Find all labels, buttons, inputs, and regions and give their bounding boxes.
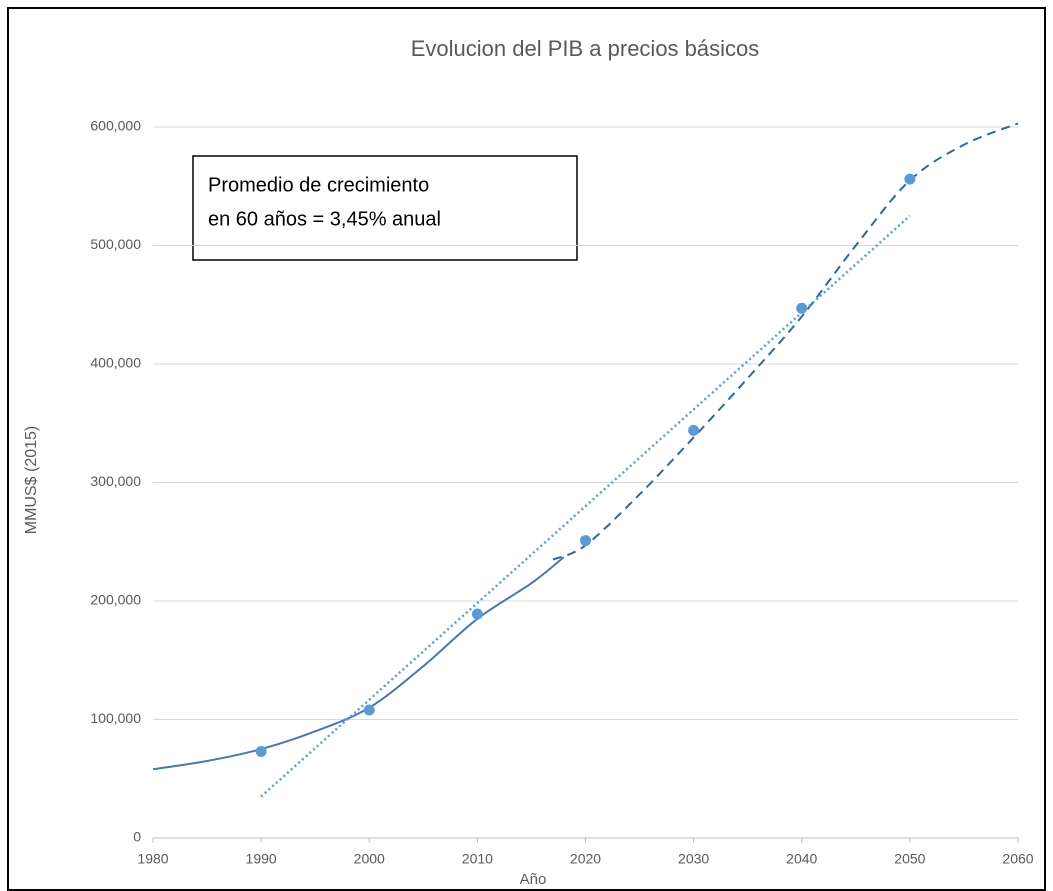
x-tick-label: 2020 bbox=[570, 851, 601, 867]
x-tick-label: 2060 bbox=[1002, 851, 1033, 867]
x-tick-label: 1980 bbox=[137, 851, 168, 867]
y-tick-label: 100,000 bbox=[90, 710, 141, 726]
x-tick-label: 2030 bbox=[678, 851, 709, 867]
data-point bbox=[580, 535, 591, 547]
x-axis-title: Año bbox=[520, 871, 547, 888]
data-point bbox=[688, 424, 700, 436]
trend-line bbox=[152, 556, 565, 771]
x-tick-label: 2050 bbox=[894, 851, 925, 867]
y-tick-label: 200,000 bbox=[90, 592, 141, 608]
trend-line bbox=[260, 214, 911, 798]
y-tick-label: 300,000 bbox=[90, 473, 141, 489]
y-tick-label: 600,000 bbox=[90, 118, 141, 134]
x-tick-label: 2000 bbox=[354, 851, 385, 867]
chart-border bbox=[7, 7, 1046, 891]
data-point bbox=[255, 745, 267, 757]
y-tick-label: 500,000 bbox=[90, 236, 141, 252]
y-tick-label: 0 bbox=[133, 829, 141, 845]
trend-line bbox=[552, 122, 1019, 561]
data-point bbox=[471, 608, 483, 620]
data-point bbox=[904, 173, 916, 185]
data-point bbox=[363, 704, 375, 716]
y-tick-label: 400,000 bbox=[90, 355, 141, 371]
x-tick-label: 1990 bbox=[246, 851, 277, 867]
data-point bbox=[796, 302, 808, 314]
annotation-box bbox=[192, 155, 578, 261]
x-tick-label: 2010 bbox=[462, 851, 493, 867]
annotation-line: Promedio de crecimiento bbox=[208, 174, 429, 196]
x-tick-label: 2040 bbox=[786, 851, 817, 867]
chart-title: Evolucion del PIB a precios básicos bbox=[411, 36, 760, 61]
y-axis-title: MMUS$ (2015) bbox=[23, 426, 40, 534]
annotation-line: en 60 años = 3,45% anual bbox=[208, 208, 441, 230]
